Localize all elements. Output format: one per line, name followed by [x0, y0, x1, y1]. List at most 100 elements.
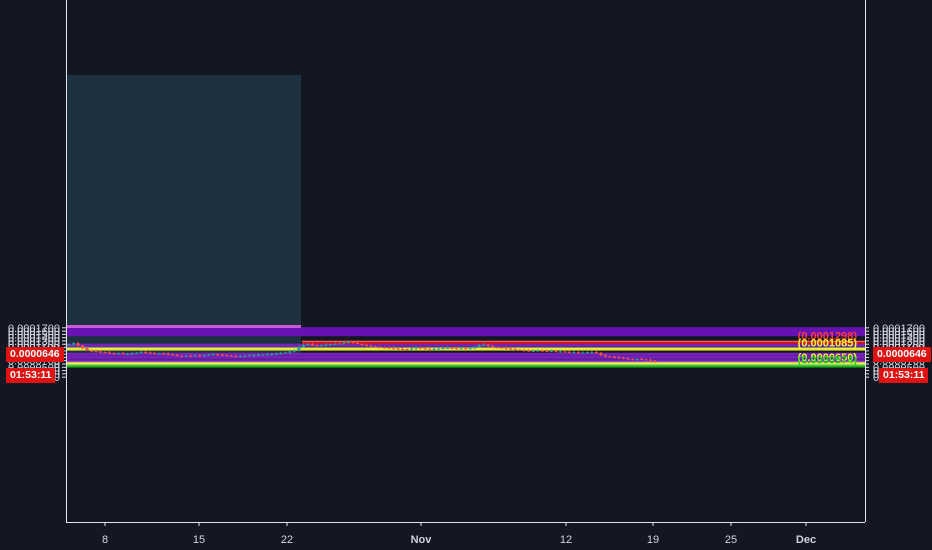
candle-body	[599, 352, 603, 356]
candle-body	[283, 352, 287, 354]
candle-body	[202, 355, 206, 357]
shaded-region	[66, 75, 301, 355]
x-tick-label: 19	[647, 534, 659, 546]
candle-body	[342, 342, 346, 344]
candle-body	[80, 345, 85, 349]
zone-0	[66, 327, 865, 337]
y-tick-left: 0.0001500	[8, 329, 60, 341]
candle-body	[572, 352, 576, 354]
candlesticks	[67, 340, 657, 364]
candle-body	[229, 355, 233, 357]
level-band-3[interactable]	[66, 364, 865, 368]
candle-body	[617, 357, 621, 359]
x-tick-label: Nov	[411, 534, 433, 546]
y-tick-left: 0.0001300	[8, 336, 60, 348]
candle-body	[121, 353, 125, 355]
candle-body	[116, 353, 121, 355]
candle-body	[153, 353, 157, 355]
candle-body	[243, 355, 247, 357]
candle-body	[139, 352, 143, 354]
candle-body	[639, 359, 644, 361]
candle-body	[441, 348, 445, 350]
candle-body	[581, 352, 585, 354]
level-band-0[interactable]	[302, 340, 865, 344]
candle-body	[270, 354, 274, 356]
level-label-0: (0.0001298)	[798, 331, 858, 343]
candle-body	[162, 353, 166, 355]
candle-body	[428, 348, 432, 350]
candle-body	[432, 348, 436, 350]
candle-body	[85, 348, 89, 351]
candle-body	[292, 350, 296, 352]
candle-body	[189, 355, 193, 357]
candle-body	[333, 343, 337, 345]
candle-body	[567, 351, 571, 353]
x-tick-label: 8	[102, 534, 108, 546]
candle-body	[346, 341, 351, 343]
candle-body	[482, 344, 486, 346]
candle-body	[148, 352, 152, 354]
level-labels: (0.0001298)(0.0001085) (0.0000650)(0.0000…	[798, 331, 858, 367]
candle-body	[107, 352, 112, 354]
candle-body	[89, 350, 94, 352]
candle-body	[477, 345, 481, 347]
candle-body	[355, 342, 360, 344]
candle-body	[71, 343, 76, 345]
candle-body	[184, 355, 188, 357]
candle-body	[112, 353, 116, 355]
candle-body	[549, 351, 553, 353]
candle-body	[103, 352, 107, 354]
shaded-range	[66, 75, 301, 355]
candle-body	[612, 356, 617, 358]
candle-body	[630, 359, 635, 361]
price-badge-right: 0.0000646	[873, 347, 931, 362]
candle-body	[585, 352, 589, 354]
candle-body	[473, 346, 477, 349]
candle-body	[513, 349, 517, 351]
candle-body	[558, 351, 562, 353]
candle-body	[67, 344, 71, 346]
y-tick-right: 0.0001500	[873, 329, 925, 341]
candle-body	[464, 348, 468, 350]
level-band-2[interactable]	[66, 362, 865, 366]
candle-body	[486, 344, 490, 346]
candle-body	[198, 355, 202, 357]
candle-body	[207, 354, 211, 356]
candle-body	[238, 356, 242, 358]
candle-body	[409, 348, 414, 350]
level-label-1: (0.0001085)	[798, 338, 858, 350]
candle-body	[594, 352, 598, 354]
x-tick-label: 22	[281, 534, 293, 546]
candle-body	[500, 347, 504, 349]
candle-body	[621, 357, 626, 359]
y-tick-right: 0.0001700	[873, 323, 925, 335]
zone-3	[66, 355, 865, 359]
candle-body	[405, 349, 409, 351]
candle-body	[414, 347, 418, 349]
candle-body	[297, 346, 301, 351]
y-tick-right: 0.0001400	[873, 333, 925, 345]
candle-body	[419, 347, 423, 349]
candle-body	[387, 347, 391, 349]
candle-body	[364, 344, 369, 346]
candle-body	[382, 347, 387, 349]
candle-body	[504, 347, 508, 349]
candle-body	[576, 352, 580, 354]
candle-body	[590, 352, 594, 354]
x-tick-label: 12	[560, 534, 572, 546]
candle-body	[540, 350, 544, 352]
zone-marker-line	[66, 325, 301, 328]
candle-body	[603, 355, 608, 357]
candle-body	[157, 353, 161, 355]
y-tick-left: 0.0001700	[8, 323, 60, 335]
countdown-badge-left: 01:53:11	[6, 368, 56, 383]
candle-body	[351, 341, 355, 343]
candle-body	[608, 356, 612, 358]
candle-body	[373, 346, 378, 348]
x-tick-label: Dec	[796, 534, 816, 546]
candle-body	[369, 345, 373, 347]
candle-body	[509, 348, 513, 350]
candle-body	[306, 343, 310, 345]
candle-body	[545, 350, 549, 352]
